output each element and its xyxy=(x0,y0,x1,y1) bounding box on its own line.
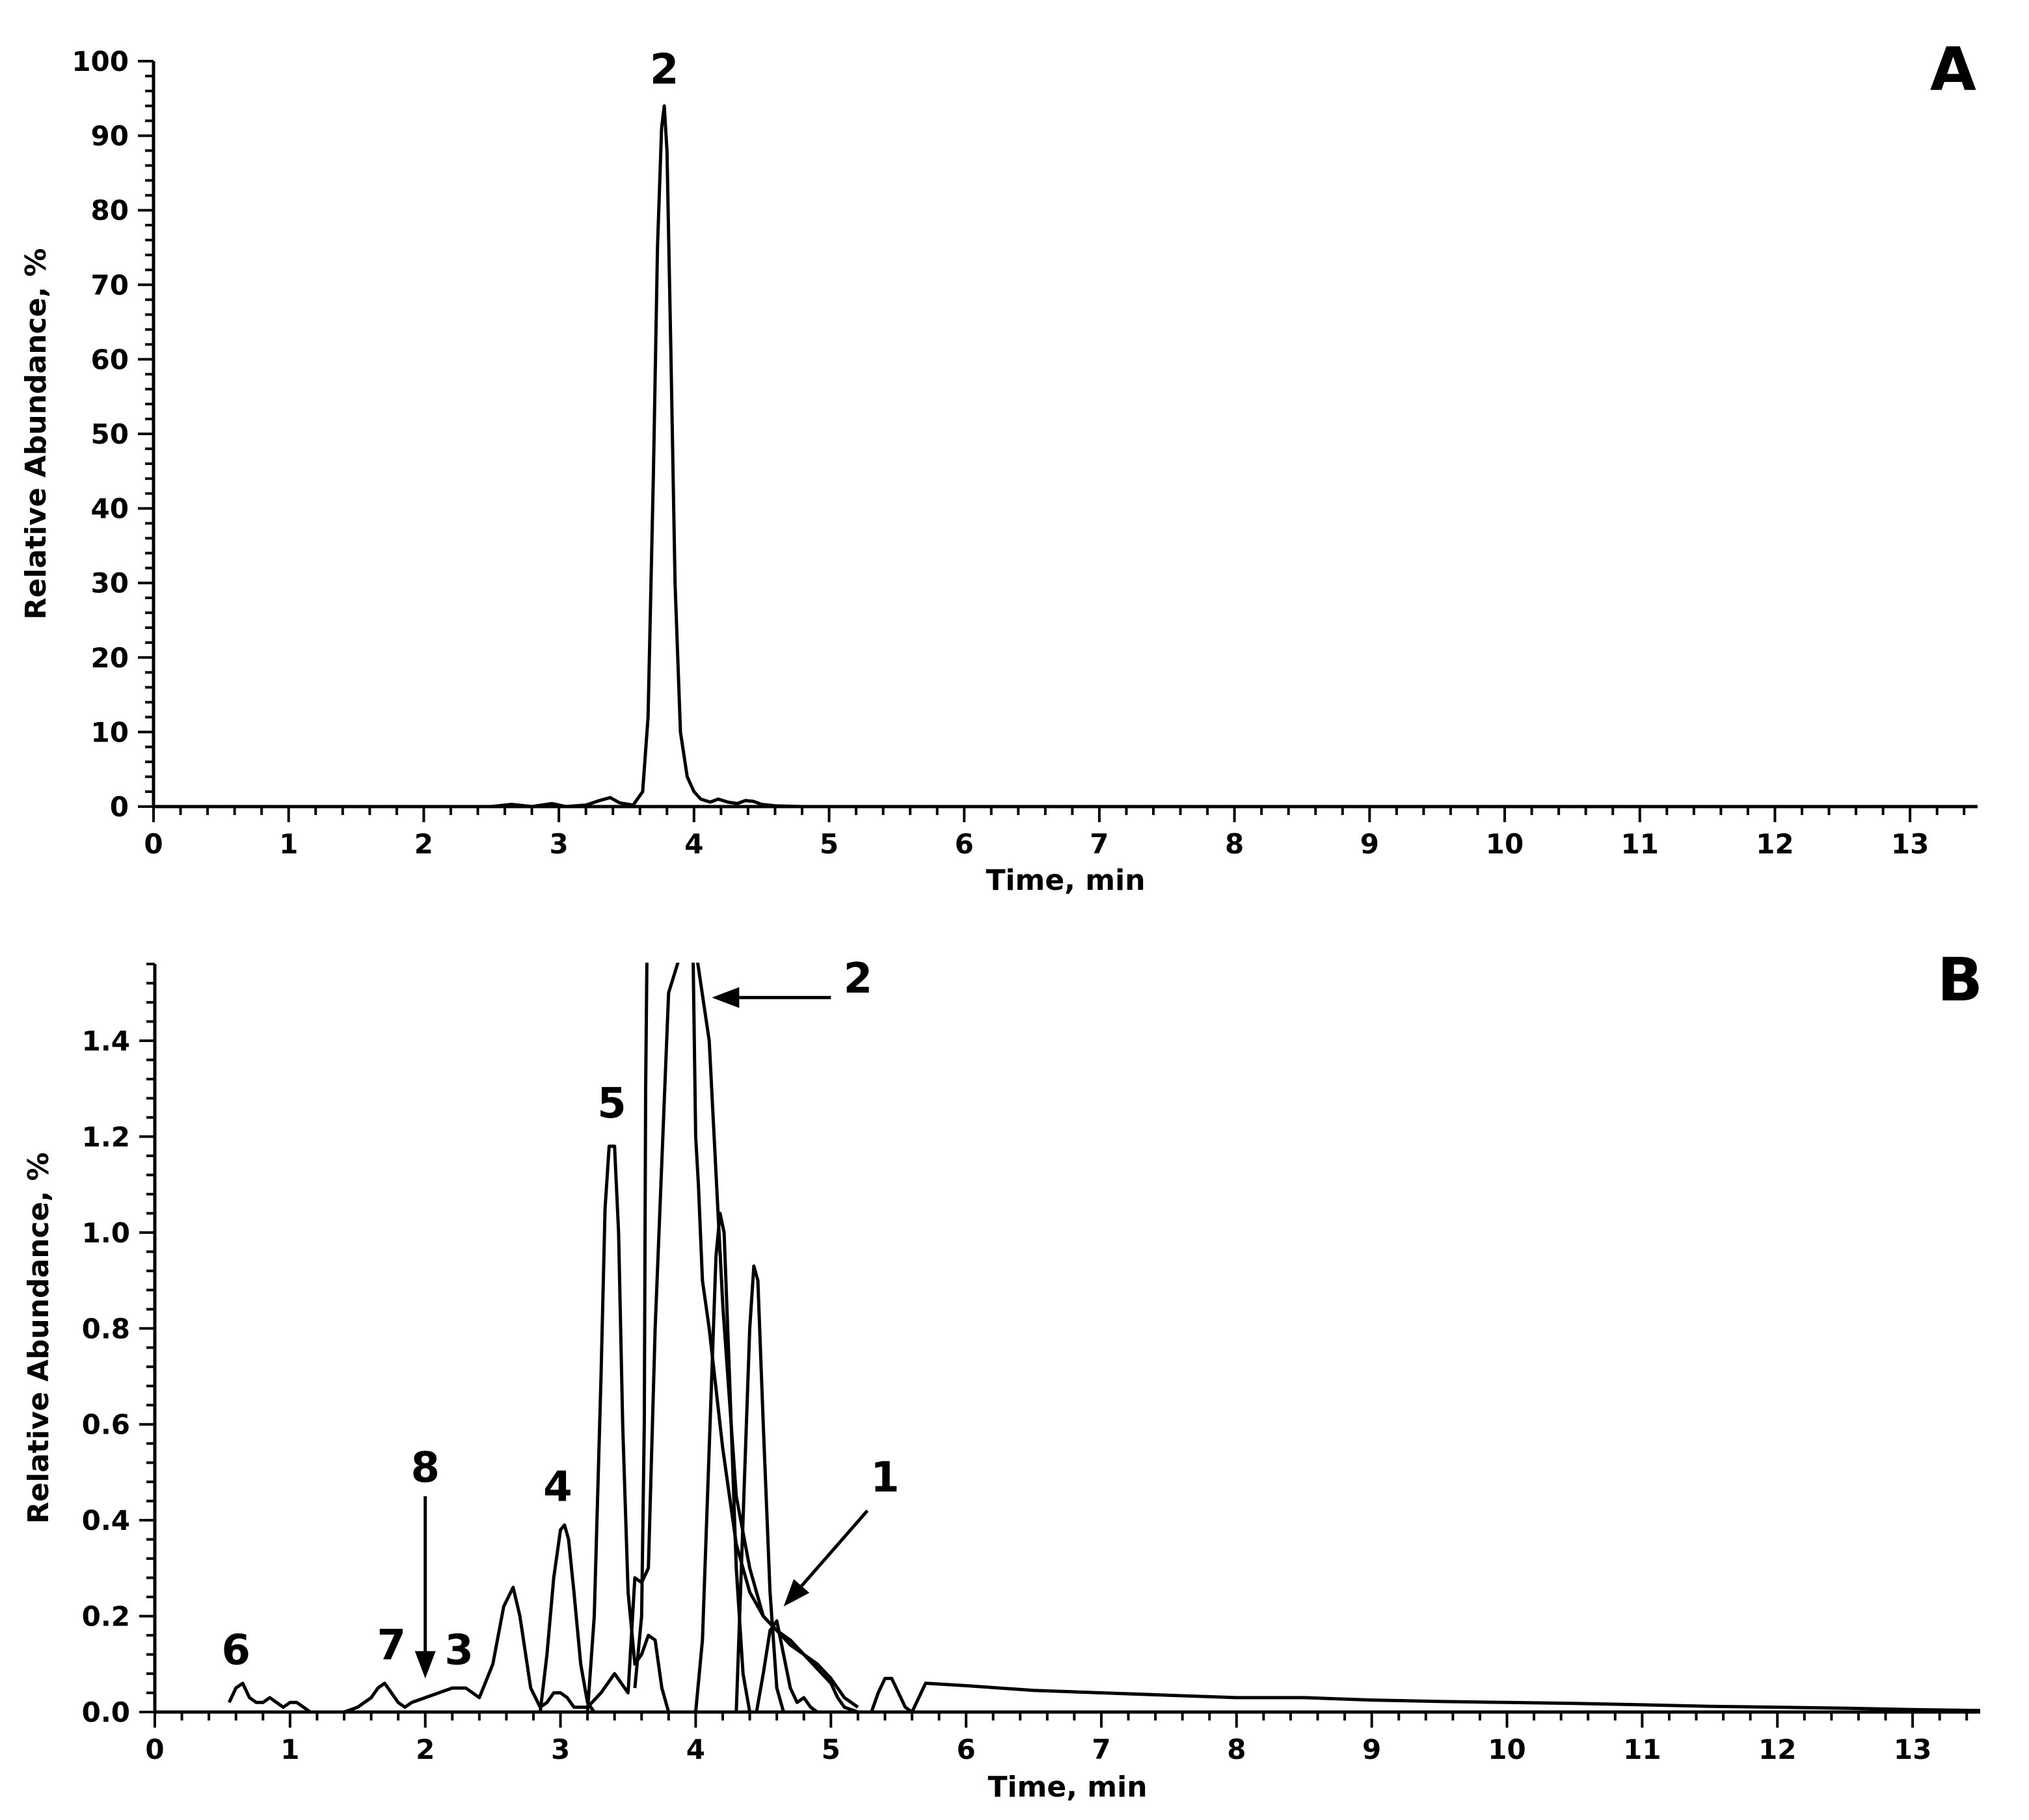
y-tick-label: 1.2 xyxy=(82,1121,130,1153)
y-tick-label: 60 xyxy=(91,343,129,375)
series-line-1 xyxy=(154,104,1978,808)
panel-b-chart: 0 1 2 3 4 5 6 7 8 9 10 11 12 130.00.20.40.60.81.01.21… xyxy=(22,945,1983,1804)
x-tick-label: 6 xyxy=(956,1733,975,1765)
x-tick-label: 5 xyxy=(820,828,839,860)
y-axis-title: Relative Abundance, % xyxy=(20,248,53,619)
x-tick-label: 0 xyxy=(145,1733,164,1765)
x-tick-label: 8 xyxy=(1225,828,1244,860)
y-tick-label: 1.0 xyxy=(82,1217,130,1249)
peak-label-3: 3 xyxy=(444,1626,474,1674)
y-tick-label: 70 xyxy=(91,269,129,301)
arrow-head-1 xyxy=(414,1651,436,1679)
arrow-shaft-3 xyxy=(800,1509,869,1587)
y-tick-label: 90 xyxy=(91,120,129,152)
x-tick-label: 11 xyxy=(1623,1733,1661,1765)
peak-label-8: 8 xyxy=(410,1444,440,1492)
x-tick-label: 7 xyxy=(1090,828,1109,860)
y-tick-label: 30 xyxy=(91,567,129,599)
x-tick-label: 10 xyxy=(1486,828,1524,860)
peak-label-1: 1 xyxy=(870,1454,900,1502)
x-tick-label: 4 xyxy=(686,1733,705,1765)
x-tick-label: 13 xyxy=(1894,1733,1931,1765)
x-tick-label: 9 xyxy=(1360,828,1379,860)
y-axis-title: Relative Abundance, % xyxy=(22,1152,55,1523)
x-axis-title: Time, min xyxy=(988,1771,1147,1804)
x-tick-label: 0 xyxy=(144,828,163,860)
peak-label-7: 7 xyxy=(377,1622,406,1670)
peak-label-2: 2 xyxy=(650,46,679,94)
x-tick-label: 1 xyxy=(280,1733,299,1765)
series-line-7 xyxy=(755,1619,818,1713)
y-tick-label: 0.8 xyxy=(82,1313,130,1345)
y-tick-label: 0.6 xyxy=(82,1409,130,1441)
x-tick-label: 7 xyxy=(1092,1733,1110,1765)
peak-label-4: 4 xyxy=(543,1464,572,1512)
x-tick-label: 4 xyxy=(684,828,703,860)
x-tick-label: 10 xyxy=(1488,1733,1525,1765)
y-tick-label: 80 xyxy=(91,194,129,226)
y-tick-label: 0.0 xyxy=(82,1696,130,1728)
series-line-8 xyxy=(870,1676,913,1713)
x-tick-label: 2 xyxy=(416,1733,435,1765)
panel-letter: A xyxy=(1930,34,1976,104)
x-tick-label: 12 xyxy=(1758,1733,1796,1765)
x-tick-label: 2 xyxy=(414,828,433,860)
series-line-1 xyxy=(228,963,859,1713)
x-tick-label: 11 xyxy=(1621,828,1659,860)
series-line-2 xyxy=(633,963,859,1713)
series-line-9 xyxy=(910,1681,1980,1713)
series-line-4 xyxy=(538,1523,596,1713)
arrow-head-3 xyxy=(783,1579,810,1607)
arrow-head-2 xyxy=(712,987,740,1008)
panel-letter: B xyxy=(1937,945,1983,1015)
y-tick-label: 1.4 xyxy=(82,1025,130,1057)
y-tick-label: 0.2 xyxy=(82,1601,130,1633)
y-tick-label: 10 xyxy=(91,716,129,748)
x-tick-label: 1 xyxy=(279,828,298,860)
x-tick-label: 6 xyxy=(955,828,974,860)
y-tick-label: 0.4 xyxy=(82,1505,130,1536)
peak-label-5: 5 xyxy=(597,1080,626,1128)
series-line-6 xyxy=(734,1264,785,1713)
y-tick-label: 100 xyxy=(72,46,129,77)
peak-label-2: 2 xyxy=(844,955,873,1003)
panel-a-chart: 0 1 2 3 4 5 6 7 8 9 10 11 12 130102030405060708090100… xyxy=(20,34,1978,897)
x-axis-title: Time, min xyxy=(986,864,1145,897)
y-tick-label: 20 xyxy=(91,642,129,674)
y-tick-label: 40 xyxy=(91,493,129,525)
peak-label-6: 6 xyxy=(221,1626,250,1674)
x-tick-label: 3 xyxy=(551,1733,570,1765)
y-tick-label: 0 xyxy=(110,791,129,823)
x-tick-label: 5 xyxy=(822,1733,840,1765)
x-tick-label: 3 xyxy=(549,828,568,860)
x-tick-label: 8 xyxy=(1227,1733,1246,1765)
series-line-3 xyxy=(585,1144,671,1713)
y-tick-label: 50 xyxy=(91,418,129,450)
x-tick-label: 12 xyxy=(1756,828,1794,860)
x-tick-label: 13 xyxy=(1891,828,1929,860)
x-tick-label: 9 xyxy=(1362,1733,1381,1765)
